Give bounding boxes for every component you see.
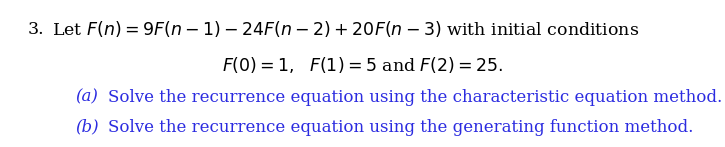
Text: (b): (b) [75, 118, 99, 136]
Text: Let $F(n) = 9F(n-1) - 24F(n-2) + 20F(n-3)$ with initial conditions: Let $F(n) = 9F(n-1) - 24F(n-2) + 20F(n-3… [52, 19, 639, 39]
Text: (a): (a) [75, 88, 98, 106]
Text: Solve the recurrence equation using the generating function method.: Solve the recurrence equation using the … [108, 118, 693, 136]
Text: Solve the recurrence equation using the characteristic equation method.: Solve the recurrence equation using the … [108, 88, 722, 106]
Text: 3.: 3. [28, 20, 45, 37]
Text: $F(0) = 1,\ \ F(1) = 5$ and $F(2) = 25.$: $F(0) = 1,\ \ F(1) = 5$ and $F(2) = 25.$ [222, 55, 503, 75]
